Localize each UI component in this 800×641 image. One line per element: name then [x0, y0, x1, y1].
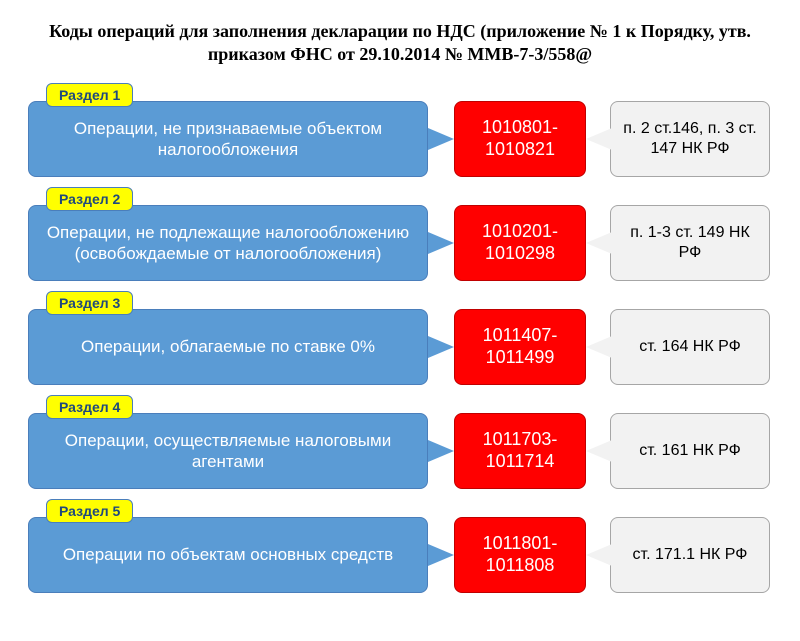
section-tag: Раздел 2 — [46, 187, 133, 211]
section-row: Раздел 4 Операции, осуществляемые налого… — [28, 407, 772, 489]
arrow-right-icon — [428, 544, 454, 566]
arrow-left-icon — [586, 232, 612, 254]
section-row: Раздел 2 Операции, не подлежащие налогоо… — [28, 199, 772, 281]
section-row: Раздел 5 Операции по объектам основных с… — [28, 511, 772, 593]
section-row: Раздел 1 Операции, не признаваемые объек… — [28, 95, 772, 177]
arrow-right-icon — [428, 232, 454, 254]
section-description: Операции, облагаемые по ставке 0% — [28, 309, 428, 385]
section-reference: ст. 171.1 НК РФ — [610, 517, 770, 593]
arrow-left-icon — [586, 128, 612, 150]
section-description: Операции, осуществляемые налоговыми аген… — [28, 413, 428, 489]
section-tag: Раздел 4 — [46, 395, 133, 419]
section-code: 1011703-1011714 — [454, 413, 586, 489]
section-description: Операции, не подлежащие налогообложению … — [28, 205, 428, 281]
section-reference: ст. 164 НК РФ — [610, 309, 770, 385]
section-reference: п. 2 ст.146, п. 3 ст. 147 НК РФ — [610, 101, 770, 177]
page-title: Коды операций для заполнения декларации … — [28, 20, 772, 67]
arrow-left-icon — [586, 440, 612, 462]
section-description: Операции, не признаваемые объектом налог… — [28, 101, 428, 177]
sections-container: Раздел 1 Операции, не признаваемые объек… — [28, 95, 772, 593]
section-reference: п. 1-3 ст. 149 НК РФ — [610, 205, 770, 281]
arrow-right-icon — [428, 336, 454, 358]
section-row: Раздел 3 Операции, облагаемые по ставке … — [28, 303, 772, 385]
section-code: 1010201-1010298 — [454, 205, 586, 281]
section-code: 1011407-1011499 — [454, 309, 586, 385]
arrow-left-icon — [586, 336, 612, 358]
arrow-right-icon — [428, 128, 454, 150]
section-tag: Раздел 3 — [46, 291, 133, 315]
section-description: Операции по объектам основных средств — [28, 517, 428, 593]
section-code: 1010801-1010821 — [454, 101, 586, 177]
arrow-left-icon — [586, 544, 612, 566]
section-tag: Раздел 5 — [46, 499, 133, 523]
section-tag: Раздел 1 — [46, 83, 133, 107]
arrow-right-icon — [428, 440, 454, 462]
section-reference: ст. 161 НК РФ — [610, 413, 770, 489]
section-code: 1011801-1011808 — [454, 517, 586, 593]
